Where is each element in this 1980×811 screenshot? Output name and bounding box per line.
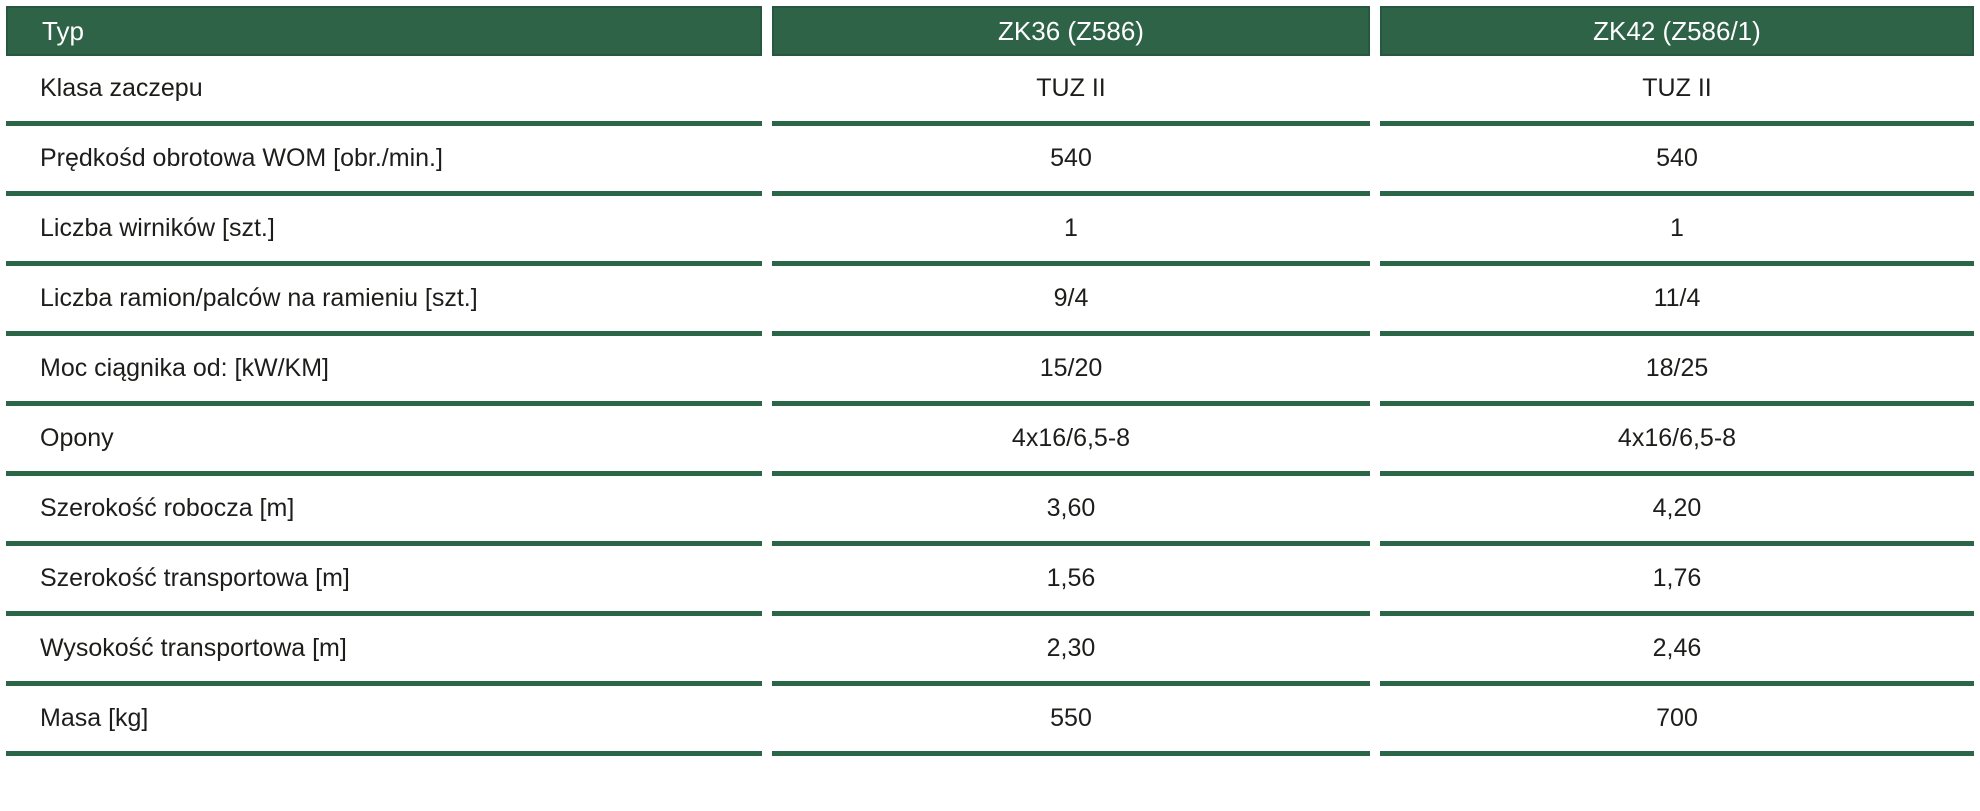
row-label: Liczba ramion/palców na ramieniu [szt.] (6, 266, 762, 336)
row-value-zk42: TUZ II (1380, 56, 1974, 126)
row-value-zk42: 4,20 (1380, 476, 1974, 546)
header-cell-zk42: ZK42 (Z586/1) (1380, 6, 1974, 56)
row-label: Liczba wirników [szt.] (6, 196, 762, 266)
row-value-zk36: 4x16/6,5-8 (772, 406, 1370, 476)
table-row: Opony 4x16/6,5-8 4x16/6,5-8 (6, 406, 1974, 476)
row-value-zk36: 2,30 (772, 616, 1370, 686)
row-label: Moc ciągnika od: [kW/KM] (6, 336, 762, 406)
row-value-zk42: 11/4 (1380, 266, 1974, 336)
row-value-zk36: 15/20 (772, 336, 1370, 406)
row-value-zk36: 9/4 (772, 266, 1370, 336)
header-cell-typ: Typ (6, 6, 762, 56)
row-label: Klasa zaczepu (6, 56, 762, 126)
row-value-zk36: 3,60 (772, 476, 1370, 546)
row-value-zk42: 18/25 (1380, 336, 1974, 406)
table-row: Wysokość transportowa [m] 2,30 2,46 (6, 616, 1974, 686)
row-label: Opony (6, 406, 762, 476)
row-value-zk42: 1,76 (1380, 546, 1974, 616)
row-value-zk42: 540 (1380, 126, 1974, 196)
header-cell-zk36: ZK36 (Z586) (772, 6, 1370, 56)
table-row: Moc ciągnika od: [kW/KM] 15/20 18/25 (6, 336, 1974, 406)
row-value-zk36: 540 (772, 126, 1370, 196)
row-label: Prędkośd obrotowa WOM [obr./min.] (6, 126, 762, 196)
row-label: Masa [kg] (6, 686, 762, 756)
row-value-zk42: 700 (1380, 686, 1974, 756)
table-row: Klasa zaczepu TUZ II TUZ II (6, 56, 1974, 126)
row-value-zk36: 1 (772, 196, 1370, 266)
row-label: Szerokość transportowa [m] (6, 546, 762, 616)
table-row: Liczba wirników [szt.] 1 1 (6, 196, 1974, 266)
row-value-zk36: TUZ II (772, 56, 1370, 126)
row-value-zk42: 2,46 (1380, 616, 1974, 686)
row-value-zk42: 4x16/6,5-8 (1380, 406, 1974, 476)
specifications-table: Typ ZK36 (Z586) ZK42 (Z586/1) Klasa zacz… (6, 6, 1974, 756)
table-row: Szerokość transportowa [m] 1,56 1,76 (6, 546, 1974, 616)
row-label: Wysokość transportowa [m] (6, 616, 762, 686)
row-value-zk36: 550 (772, 686, 1370, 756)
table-row: Szerokość robocza [m] 3,60 4,20 (6, 476, 1974, 546)
row-value-zk36: 1,56 (772, 546, 1370, 616)
table-row: Liczba ramion/palców na ramieniu [szt.] … (6, 266, 1974, 336)
row-value-zk42: 1 (1380, 196, 1974, 266)
row-label: Szerokość robocza [m] (6, 476, 762, 546)
table-row: Prędkośd obrotowa WOM [obr./min.] 540 54… (6, 126, 1974, 196)
table-row: Masa [kg] 550 700 (6, 686, 1974, 756)
table-header-row: Typ ZK36 (Z586) ZK42 (Z586/1) (6, 6, 1974, 56)
